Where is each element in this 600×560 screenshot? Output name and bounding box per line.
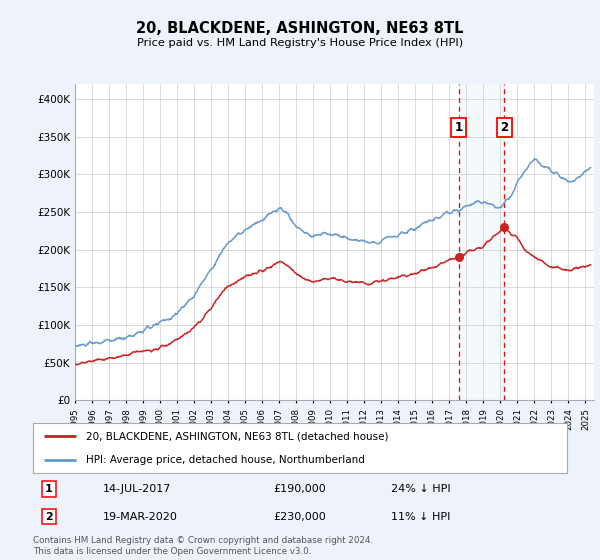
Text: 20, BLACKDENE, ASHINGTON, NE63 8TL (detached house): 20, BLACKDENE, ASHINGTON, NE63 8TL (deta… [86, 431, 389, 441]
Bar [458, 84, 504, 400]
Text: Contains HM Land Registry data © Crown copyright and database right 2024.
This d: Contains HM Land Registry data © Crown c… [33, 536, 373, 556]
Text: 2: 2 [45, 512, 53, 521]
Text: £230,000: £230,000 [274, 512, 326, 521]
Text: 1: 1 [45, 484, 53, 494]
Text: 11% ↓ HPI: 11% ↓ HPI [391, 512, 450, 521]
Text: Price paid vs. HM Land Registry's House Price Index (HPI): Price paid vs. HM Land Registry's House … [137, 38, 463, 48]
Text: 1: 1 [454, 121, 463, 134]
Text: £190,000: £190,000 [274, 484, 326, 494]
Text: 20, BLACKDENE, ASHINGTON, NE63 8TL: 20, BLACKDENE, ASHINGTON, NE63 8TL [136, 21, 464, 36]
Text: 24% ↓ HPI: 24% ↓ HPI [391, 484, 451, 494]
Text: 14-JUL-2017: 14-JUL-2017 [103, 484, 171, 494]
Text: 2: 2 [500, 121, 508, 134]
Text: HPI: Average price, detached house, Northumberland: HPI: Average price, detached house, Nort… [86, 455, 365, 465]
Text: 19-MAR-2020: 19-MAR-2020 [103, 512, 177, 521]
